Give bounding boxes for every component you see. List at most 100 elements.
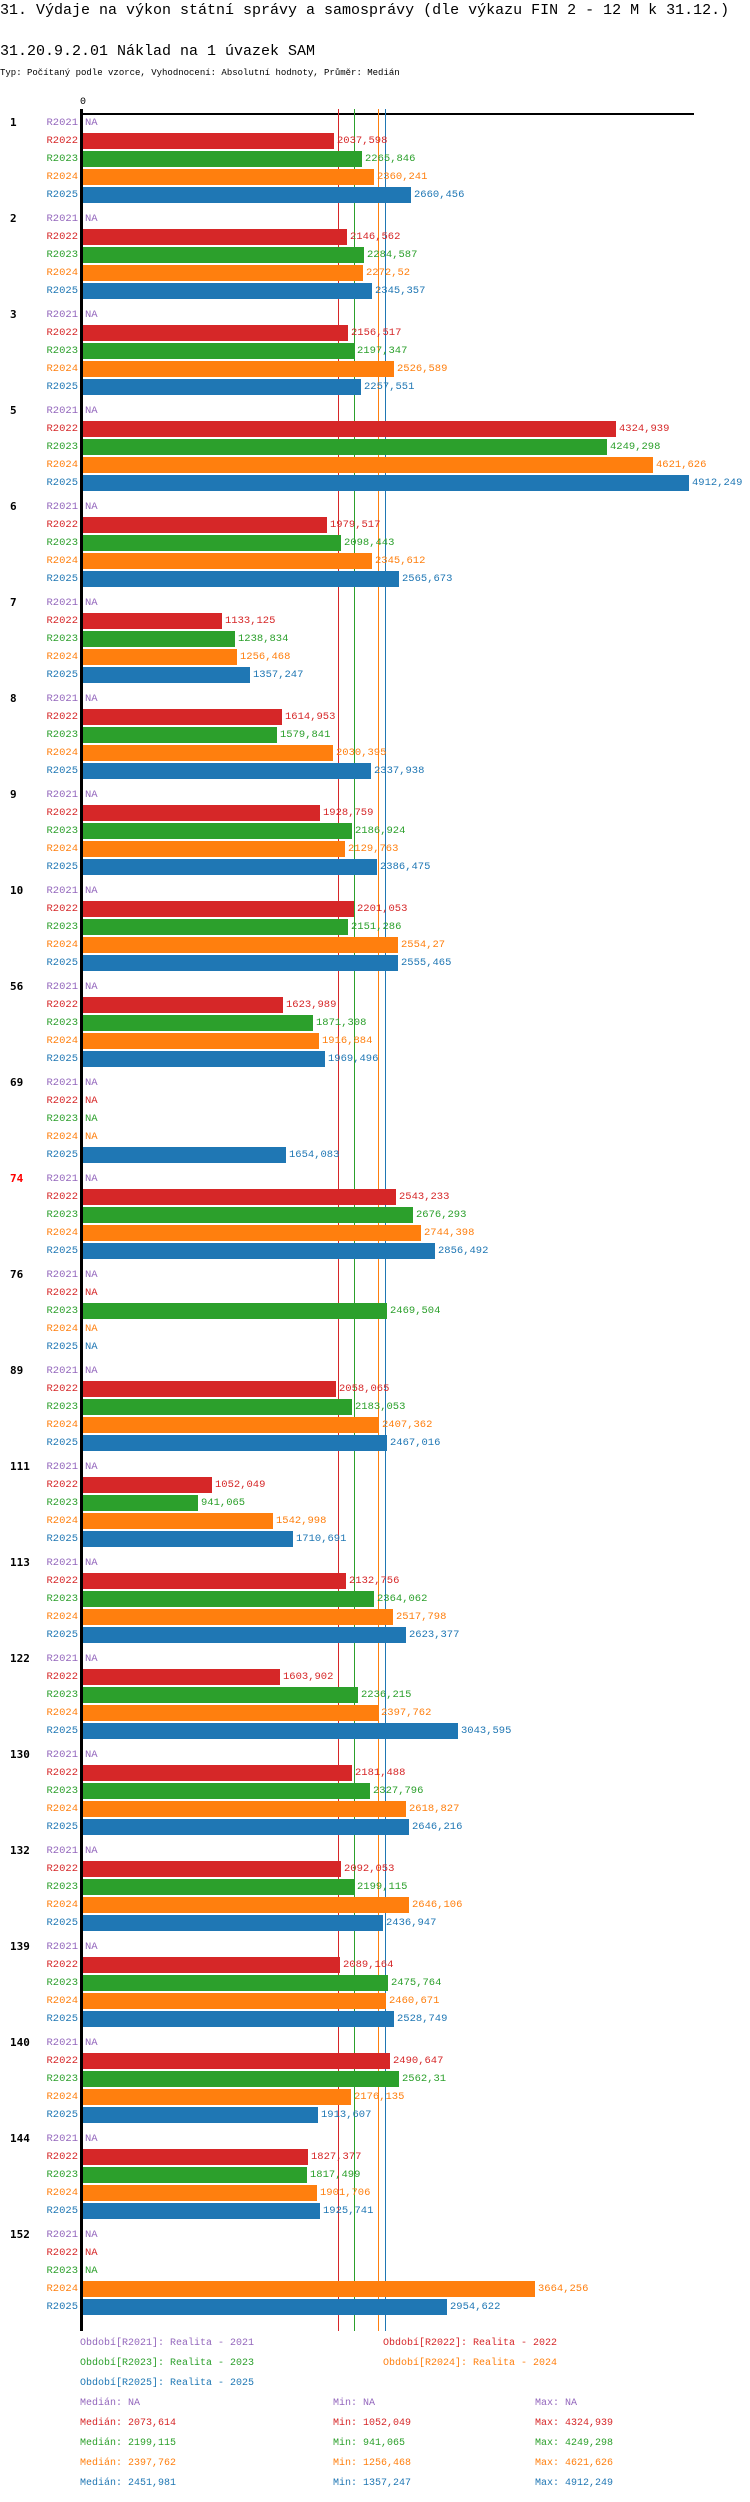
stat-max: Max: NA (535, 2398, 578, 2409)
period-label: R2022 (46, 2055, 78, 2067)
period-label: R2022 (46, 1383, 78, 1395)
period-label: R2021 (46, 501, 78, 513)
value-label: 2676,293 (416, 1209, 467, 1221)
group-label: 152 (10, 2228, 30, 2241)
period-label: R2021 (46, 405, 78, 417)
group-label: 9 (10, 788, 17, 801)
legend-item-r2021: Období[R2021]: Realita - 2021 (80, 2338, 255, 2349)
bar-5-r2023 (82, 439, 607, 455)
bar-2-r2025 (82, 283, 372, 299)
value-label: 2386,475 (380, 861, 431, 873)
period-label: R2025 (46, 381, 78, 393)
period-label: R2025 (46, 957, 78, 969)
bar-7-r2022 (82, 613, 222, 629)
period-label: R2024 (46, 1995, 78, 2007)
bar-122-r2025 (82, 1723, 458, 1739)
bar-74-r2024 (82, 1225, 421, 1241)
period-label: R2021 (46, 2037, 78, 2049)
period-label: R2024 (46, 651, 78, 663)
period-label: R2021 (46, 2229, 78, 2241)
value-label: NA (85, 1941, 98, 1953)
value-label: NA (85, 2247, 98, 2259)
value-label: NA (85, 1461, 98, 1473)
bar-130-r2025 (82, 1819, 409, 1835)
value-label: 1579,841 (280, 729, 331, 741)
bar-139-r2023 (82, 1975, 388, 1991)
value-label: NA (85, 1269, 98, 1281)
value-label: 1969,496 (328, 1053, 379, 1065)
bar-69-r2025 (82, 1147, 286, 1163)
bar-132-r2023 (82, 1879, 354, 1895)
bar-5-r2022 (82, 421, 616, 437)
bar-6-r2025 (82, 571, 399, 587)
group-label: 2 (10, 212, 17, 225)
value-label: 2436,947 (386, 1917, 437, 1929)
value-label: NA (85, 1323, 98, 1335)
bar-89-r2025 (82, 1435, 387, 1451)
value-label: 3043,595 (461, 1725, 512, 1737)
bar-56-r2023 (82, 1015, 313, 1031)
period-label: R2024 (46, 267, 78, 279)
value-label: NA (85, 789, 98, 801)
group-label: 130 (10, 1748, 30, 1761)
value-label: 1916,884 (322, 1035, 373, 1047)
value-label: 3664,256 (538, 2283, 589, 2295)
value-label: 1133,125 (225, 615, 276, 627)
period-label: R2022 (46, 327, 78, 339)
value-label: 2181,488 (355, 1767, 406, 1779)
value-label: 2197,347 (357, 345, 408, 357)
value-label: 2744,398 (424, 1227, 475, 1239)
bar-113-r2022 (82, 1573, 346, 1589)
period-label: R2023 (46, 633, 78, 645)
bar-144-r2023 (82, 2167, 307, 2183)
value-label: NA (85, 1341, 98, 1353)
value-label: 2265,846 (365, 153, 416, 165)
group-label: 144 (10, 2132, 30, 2145)
group-label: 132 (10, 1844, 30, 1857)
indicator-title: 31.20.9.2.01 Náklad na 1 úvazek SAM (0, 43, 316, 60)
value-label: 1913,607 (321, 2109, 372, 2121)
period-label: R2023 (46, 2169, 78, 2181)
bar-56-r2024 (82, 1033, 319, 1049)
period-label: R2022 (46, 2247, 78, 2259)
bar-56-r2022 (82, 997, 283, 1013)
period-label: R2024 (46, 1707, 78, 1719)
bar-7-r2023 (82, 631, 235, 647)
period-label: R2021 (46, 597, 78, 609)
value-label: 2272,52 (366, 267, 411, 279)
value-label: 1603,902 (283, 1671, 334, 1683)
period-label: R2021 (46, 885, 78, 897)
value-label: 2132,756 (349, 1575, 400, 1587)
bar-152-r2024 (82, 2281, 535, 2297)
bar-113-r2024 (82, 1609, 393, 1625)
group-label: 139 (10, 1940, 30, 1953)
bar-7-r2025 (82, 667, 250, 683)
period-label: R2023 (46, 825, 78, 837)
bar-10-r2023 (82, 919, 348, 935)
value-label: 2555,465 (401, 957, 452, 969)
value-label: 2618,827 (409, 1803, 460, 1815)
stat-max: Max: 4912,249 (535, 2478, 614, 2489)
bar-5-r2024 (82, 457, 653, 473)
value-label: NA (85, 1557, 98, 1569)
bar-132-r2025 (82, 1915, 383, 1931)
y-axis-line (80, 109, 83, 2331)
bar-3-r2024 (82, 361, 394, 377)
value-label: 2345,357 (375, 285, 426, 297)
period-label: R2024 (46, 1131, 78, 1143)
value-label: 2183,053 (355, 1401, 406, 1413)
value-label: 2058,065 (339, 1383, 390, 1395)
value-label: 2199,115 (357, 1881, 408, 1893)
value-label: 2397,762 (381, 1707, 432, 1719)
period-label: R2024 (46, 555, 78, 567)
value-label: 2360,241 (377, 171, 428, 183)
bar-9-r2023 (82, 823, 352, 839)
stat-max: Max: 4249,298 (535, 2438, 614, 2449)
bar-140-r2024 (82, 2089, 351, 2105)
stat-min: Min: NA (333, 2398, 376, 2409)
value-label: 2467,016 (390, 1437, 441, 1449)
value-label: 1256,468 (240, 651, 291, 663)
period-label: R2021 (46, 117, 78, 129)
period-label: R2024 (46, 939, 78, 951)
period-label: R2022 (46, 1479, 78, 1491)
